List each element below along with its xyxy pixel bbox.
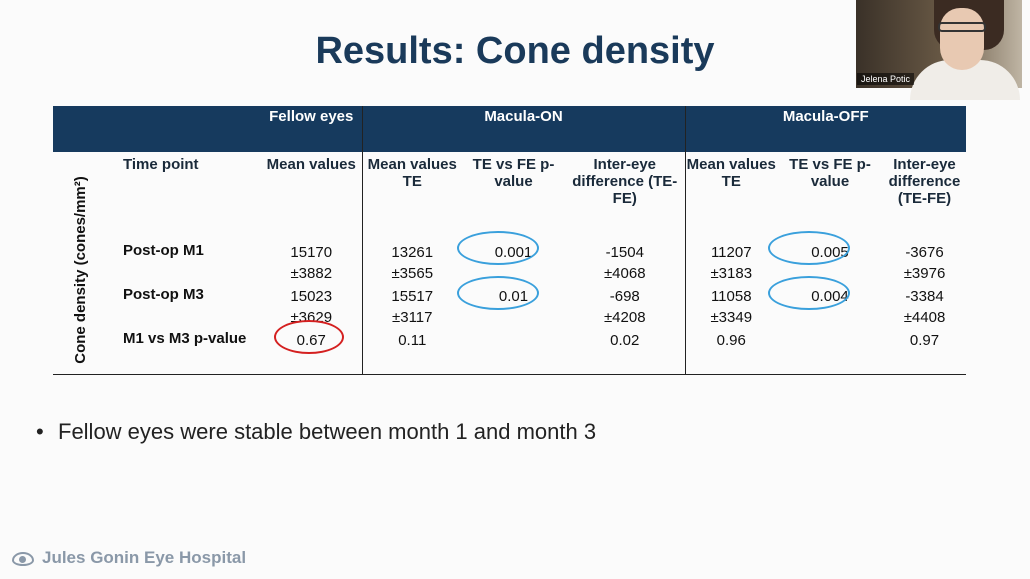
cell-value: 13261: [391, 244, 434, 261]
header-macula-off: Macula-OFF: [684, 106, 966, 152]
col-on-p: TE vs FE p-value: [472, 156, 555, 190]
header-blank: [53, 106, 261, 152]
row-group-label: Cone density (cones/mm²): [72, 176, 89, 364]
footer-logo: Jules Gonin Eye Hospital: [12, 548, 246, 568]
cell-value: -3676: [905, 244, 944, 261]
row-label: Post-op M1: [123, 242, 204, 259]
table-row: Post-op M3 15023 ±3629 15517 ±3117 0.01 -6…: [53, 286, 966, 330]
col-time-point: Time point: [123, 156, 199, 173]
cell-p-value: 0.001: [494, 244, 533, 261]
cell-value: 11207: [710, 244, 752, 261]
cell-value: -3384: [905, 288, 944, 305]
cell-sd: ±4208: [603, 309, 646, 326]
cell-sd: ±3565: [391, 265, 434, 282]
bullet-text: Fellow eyes were stable between month 1 …: [58, 419, 597, 444]
table-row: Cone density (cones/mm²) Post-op M1 1517…: [53, 176, 966, 364]
cell-p-value: 0.97: [909, 332, 940, 349]
cell-sd: ±3629: [290, 309, 333, 326]
eye-logo-icon: [12, 551, 34, 566]
cell-p-value: 0.01: [498, 288, 529, 305]
bullet-dot: •: [36, 419, 44, 444]
bullet-point: • Fellow eyes were stable between month 1…: [36, 419, 596, 445]
cell-p-value: 0.005: [811, 244, 849, 261]
results-table: Fellow eyes Macula-ON Macula-OFF Time po…: [53, 106, 966, 375]
cell-value: 15170: [290, 244, 333, 261]
col-off-diff: Inter-eye difference (TE-FE): [888, 156, 961, 207]
slide-title: Results: Cone density: [315, 30, 715, 72]
cell-sd: ±3349: [710, 309, 753, 326]
cell-sd: ±4068: [603, 265, 646, 282]
cell-value: 15517: [391, 288, 434, 305]
cell-value: -698: [609, 288, 640, 305]
cell-p-value: 0.02: [610, 332, 640, 349]
participant-name-label: Jelena Potic: [857, 73, 915, 85]
cell-p-value: 0.11: [398, 332, 427, 349]
col-on-mean: Mean values TE: [361, 152, 462, 242]
col-off-mean: Mean values TE: [684, 152, 777, 242]
cell-value: 15023: [290, 288, 333, 305]
cell-value: -1504: [605, 244, 644, 261]
row-label: M1 vs M3 p-value: [106, 330, 261, 375]
cell-p-value: 0.67: [296, 332, 326, 349]
header-macula-on: Macula-ON: [361, 106, 685, 152]
cell-sd: ±3976: [903, 265, 946, 282]
footer-text: Jules Gonin Eye Hospital: [42, 548, 247, 567]
cell-p-value: 0.96: [716, 332, 746, 349]
participant-face: [940, 8, 984, 70]
cell-sd: ±3117: [392, 309, 433, 326]
cell-sd: ±3882: [290, 265, 333, 282]
col-off-p: TE vs FE p-value: [789, 156, 871, 190]
cell-value: 11058: [710, 288, 752, 305]
cell-p-value: 0.004: [811, 288, 849, 305]
cell-sd: ±3183: [710, 265, 753, 282]
cell-sd: ±4408: [903, 309, 946, 326]
table-row: M1 vs M3 p-value 0.67 0.11 0.02 0.96 0.9…: [53, 330, 966, 375]
col-fe-mean: Mean values: [266, 156, 356, 173]
row-label: Post-op M3: [123, 286, 204, 303]
participant-glasses: [938, 22, 986, 32]
header-fellow-eyes: Fellow eyes: [261, 106, 362, 152]
row-group-label-cell: Cone density (cones/mm²): [53, 176, 106, 364]
col-on-diff: Inter-eye difference (TE-FE): [572, 156, 678, 207]
